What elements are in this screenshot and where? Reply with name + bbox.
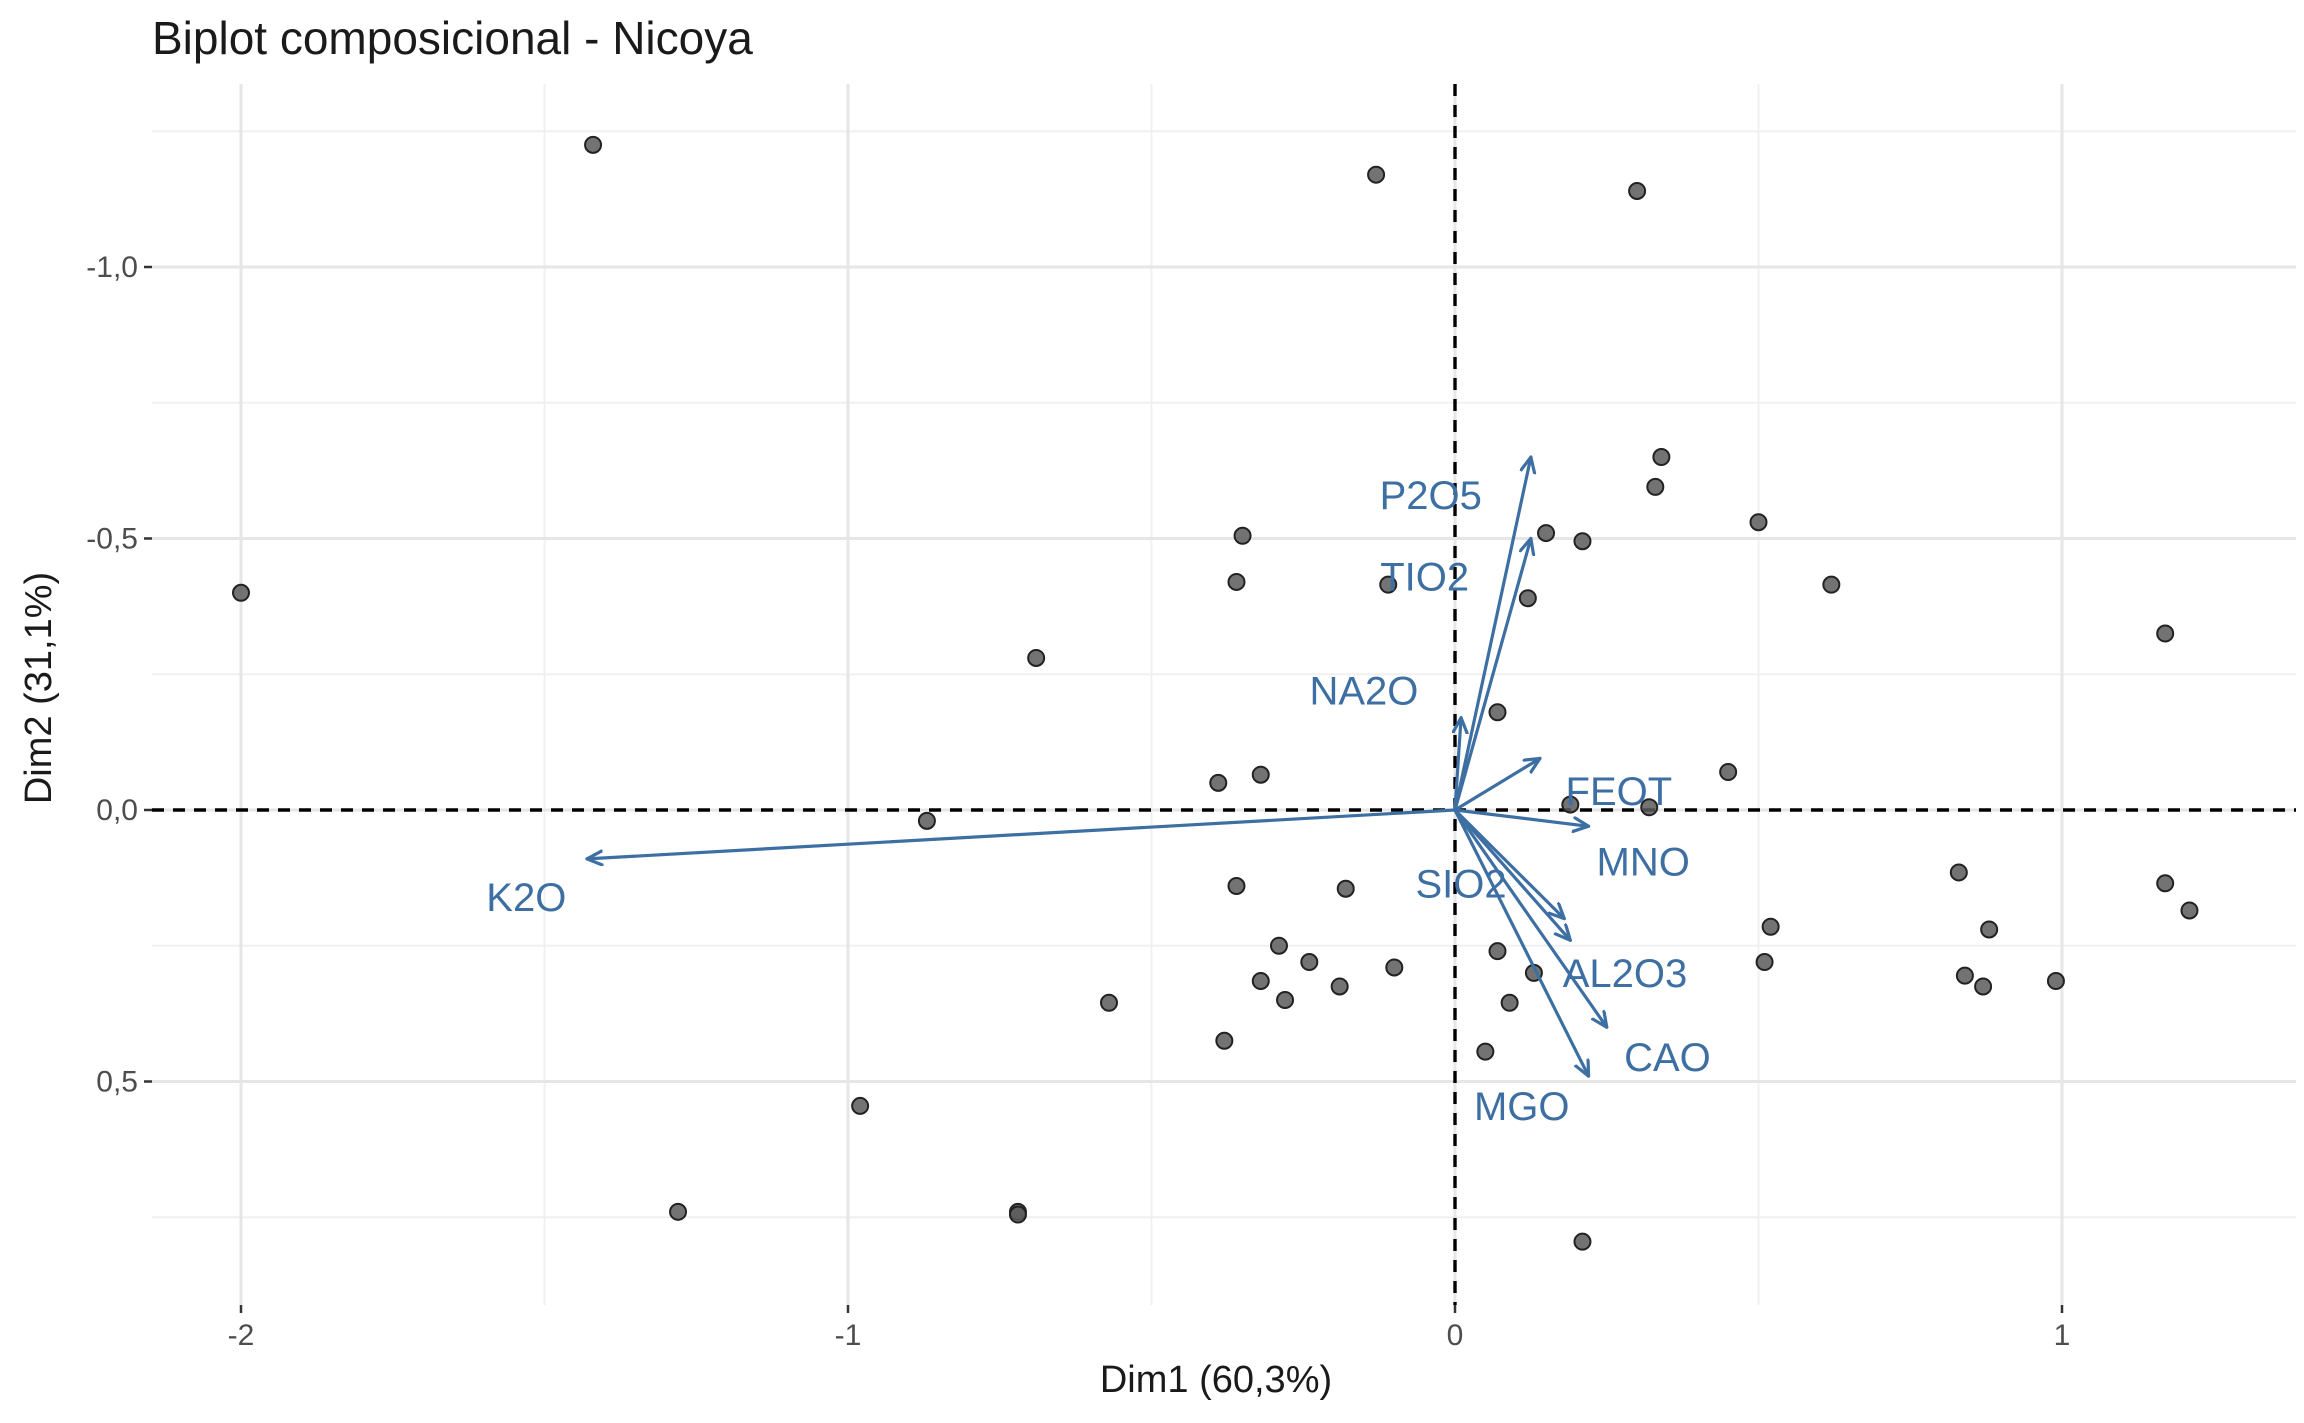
data-point bbox=[1276, 991, 1295, 1010]
data-point bbox=[1755, 953, 1774, 972]
variable-arrow bbox=[1453, 536, 1531, 812]
variable-label: FEOT bbox=[1566, 770, 1673, 814]
variable-label: SIO2 bbox=[1415, 862, 1506, 906]
x-tick-label: -1 bbox=[835, 1319, 862, 1352]
data-point bbox=[1476, 1042, 1495, 1061]
data-point bbox=[1008, 1205, 1027, 1224]
data-point bbox=[1233, 526, 1252, 545]
data-point bbox=[2156, 874, 2175, 893]
variable-label: TIO2 bbox=[1380, 556, 1469, 600]
data-point bbox=[1251, 765, 1270, 784]
variable-label: P2O5 bbox=[1380, 474, 1482, 518]
variable-arrow bbox=[1453, 808, 1591, 826]
data-point bbox=[1379, 575, 1398, 594]
variable-arrow bbox=[1453, 455, 1531, 812]
data-point bbox=[1719, 762, 1738, 781]
variable-arrows bbox=[585, 455, 1609, 1078]
data-point bbox=[1749, 513, 1768, 532]
data-point bbox=[851, 1096, 870, 1115]
data-point bbox=[1227, 877, 1246, 896]
observation-points bbox=[232, 135, 2199, 1251]
data-point bbox=[669, 1202, 688, 1221]
data-point bbox=[232, 583, 250, 602]
data-point bbox=[1974, 977, 1993, 996]
data-point bbox=[1488, 942, 1507, 961]
variable-arrow bbox=[1453, 756, 1542, 812]
y-tick-label: 0,5 bbox=[96, 1066, 138, 1099]
variable-label: K2O bbox=[486, 876, 566, 920]
data-point bbox=[584, 135, 603, 154]
data-point bbox=[1330, 977, 1349, 996]
variable-label: MGO bbox=[1474, 1085, 1570, 1129]
variable-arrow bbox=[1453, 808, 1572, 942]
data-point bbox=[1027, 648, 1046, 667]
data-point bbox=[1652, 448, 1671, 467]
data-point bbox=[1367, 165, 1386, 184]
data-point bbox=[1955, 966, 1974, 985]
data-point bbox=[1628, 181, 1647, 200]
variable-label: AL2O3 bbox=[1563, 952, 1688, 996]
y-tick-label: 0,0 bbox=[96, 794, 138, 827]
x-tick-label: 1 bbox=[2054, 1319, 2071, 1352]
data-point bbox=[1488, 703, 1507, 722]
variable-arrow bbox=[1453, 808, 1566, 921]
grid bbox=[152, 84, 2296, 1305]
variable-label: CAO bbox=[1624, 1036, 1711, 1080]
variable-arrow bbox=[1453, 808, 1591, 1078]
data-point bbox=[2180, 901, 2199, 920]
data-point bbox=[1215, 1031, 1234, 1050]
data-point bbox=[1561, 795, 1580, 814]
data-point bbox=[1518, 589, 1537, 608]
data-point bbox=[1227, 572, 1246, 591]
data-point bbox=[1385, 958, 1404, 977]
data-point bbox=[1573, 1232, 1592, 1251]
data-point bbox=[1980, 920, 1999, 939]
data-point bbox=[917, 811, 936, 830]
variable-label: MNO bbox=[1597, 841, 1690, 885]
data-point bbox=[1573, 532, 1592, 551]
variable-arrow bbox=[1455, 716, 1461, 812]
data-point bbox=[1640, 798, 1659, 817]
variable-arrow bbox=[1453, 808, 1609, 1029]
y-tick-label: -0,5 bbox=[86, 523, 138, 556]
x-tick-label: 0 bbox=[1447, 1319, 1464, 1352]
data-point bbox=[1500, 993, 1519, 1012]
variable-arrow bbox=[585, 808, 1457, 859]
data-point bbox=[1822, 575, 1841, 594]
x-tick-label: -2 bbox=[228, 1319, 255, 1352]
data-point bbox=[1537, 524, 1556, 543]
y-axis-title: Dim2 (31,1%) bbox=[18, 572, 60, 804]
data-point bbox=[1646, 477, 1665, 496]
axis-ticks: -2 -1 0 1 -1,0 -0,5 0,0 0,5 bbox=[86, 251, 2070, 1352]
data-point bbox=[1300, 953, 1319, 972]
data-point bbox=[1209, 773, 1228, 792]
variable-labels: P2O5 TIO2 NA2O FEOT MNO SIO2 AL2O3 CAO MGO K2O bbox=[486, 474, 1711, 1129]
data-point bbox=[1949, 863, 1968, 882]
data-point bbox=[1269, 936, 1288, 955]
variable-label: NA2O bbox=[1309, 670, 1418, 714]
data-point bbox=[1761, 917, 1780, 936]
data-point bbox=[2156, 624, 2175, 643]
x-axis-title: Dim1 (60,3%) bbox=[1100, 1359, 1332, 1401]
data-point bbox=[1336, 879, 1355, 898]
y-tick-label: -1,0 bbox=[86, 251, 138, 284]
data-point bbox=[1100, 993, 1119, 1012]
data-point bbox=[2046, 972, 2065, 991]
chart-title: Biplot composicional - Nicoya bbox=[152, 12, 753, 64]
reference-lines bbox=[152, 84, 2296, 1305]
data-point bbox=[1251, 972, 1270, 991]
